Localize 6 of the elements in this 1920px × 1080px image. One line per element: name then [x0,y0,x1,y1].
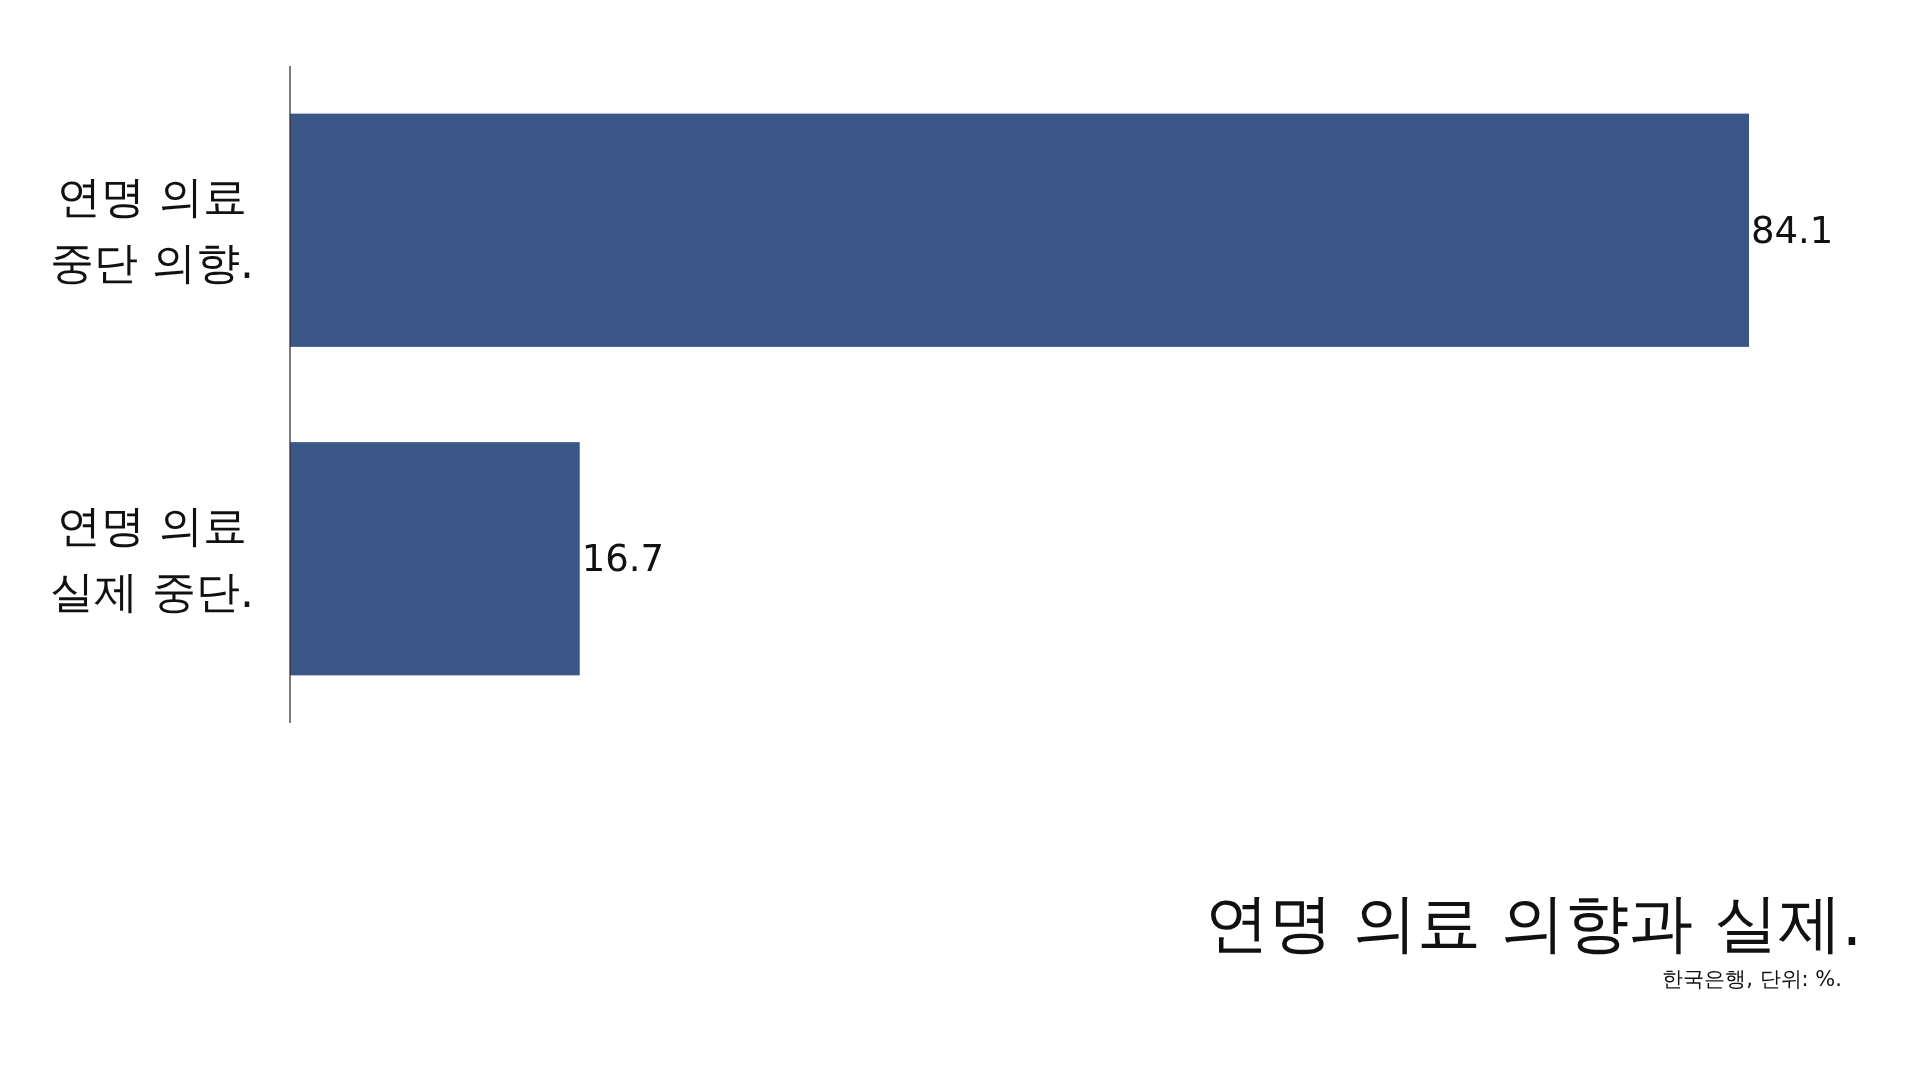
data-label: 16.7 [581,537,665,581]
y-tick-label: 연명 의료 실제 중단. [49,498,255,619]
text: 한국은행, 단위: %. [1662,966,1842,993]
text: 연명 의료 의향과 실제. [1204,885,1862,962]
y-tick-label: 연명 의료 중단 의향. [49,170,255,291]
data-label: 84.1 [1751,208,1834,252]
